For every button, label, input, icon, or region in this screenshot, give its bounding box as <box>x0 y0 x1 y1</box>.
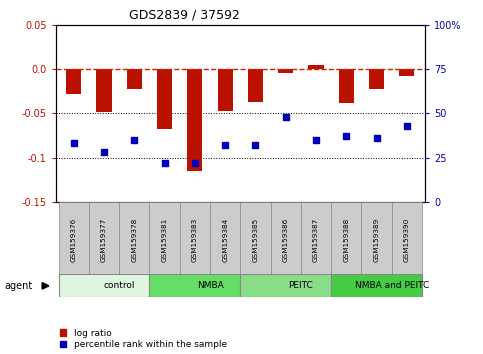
FancyBboxPatch shape <box>241 202 270 274</box>
FancyBboxPatch shape <box>331 202 361 274</box>
Text: agent: agent <box>5 281 33 291</box>
Bar <box>66 69 81 94</box>
Text: GSM159387: GSM159387 <box>313 218 319 262</box>
FancyBboxPatch shape <box>331 274 422 297</box>
Bar <box>217 69 233 111</box>
Text: GSM159385: GSM159385 <box>253 218 258 262</box>
Bar <box>339 69 354 103</box>
Point <box>130 137 138 143</box>
Text: GDS2839 / 37592: GDS2839 / 37592 <box>129 8 241 21</box>
Point <box>161 160 169 166</box>
Text: GSM159381: GSM159381 <box>162 218 168 262</box>
Legend: log ratio, percentile rank within the sample: log ratio, percentile rank within the sa… <box>60 329 227 349</box>
Bar <box>309 65 324 69</box>
Text: GSM159390: GSM159390 <box>404 218 410 262</box>
Bar <box>97 69 112 112</box>
FancyBboxPatch shape <box>149 202 180 274</box>
Text: GSM159378: GSM159378 <box>131 218 137 262</box>
Point <box>191 160 199 166</box>
Bar <box>157 69 172 129</box>
Bar <box>187 69 202 171</box>
Bar <box>399 69 414 76</box>
Bar <box>278 69 293 74</box>
Text: GSM159389: GSM159389 <box>373 218 380 262</box>
Text: GSM159388: GSM159388 <box>343 218 349 262</box>
Point <box>100 149 108 155</box>
FancyBboxPatch shape <box>241 274 331 297</box>
Text: GSM159383: GSM159383 <box>192 218 198 262</box>
Point <box>403 123 411 129</box>
Point <box>282 114 290 120</box>
Bar <box>248 69 263 102</box>
Bar <box>369 69 384 88</box>
Text: NMBA and PEITC: NMBA and PEITC <box>355 281 429 290</box>
Point <box>252 142 259 148</box>
Text: GSM159376: GSM159376 <box>71 218 77 262</box>
FancyBboxPatch shape <box>58 202 89 274</box>
FancyBboxPatch shape <box>361 202 392 274</box>
Text: GSM159386: GSM159386 <box>283 218 289 262</box>
Text: control: control <box>103 281 135 290</box>
FancyBboxPatch shape <box>301 202 331 274</box>
FancyBboxPatch shape <box>392 202 422 274</box>
FancyBboxPatch shape <box>119 202 149 274</box>
Point <box>373 135 381 141</box>
Bar <box>127 69 142 88</box>
FancyBboxPatch shape <box>210 202 241 274</box>
Point <box>221 142 229 148</box>
Text: GSM159377: GSM159377 <box>101 218 107 262</box>
Text: NMBA: NMBA <box>197 281 223 290</box>
FancyBboxPatch shape <box>180 202 210 274</box>
FancyBboxPatch shape <box>58 274 149 297</box>
FancyBboxPatch shape <box>149 274 241 297</box>
FancyBboxPatch shape <box>89 202 119 274</box>
FancyBboxPatch shape <box>270 202 301 274</box>
Point <box>342 133 350 139</box>
Text: GSM159384: GSM159384 <box>222 218 228 262</box>
Text: PEITC: PEITC <box>288 281 313 290</box>
Point <box>312 137 320 143</box>
Point <box>70 141 78 146</box>
